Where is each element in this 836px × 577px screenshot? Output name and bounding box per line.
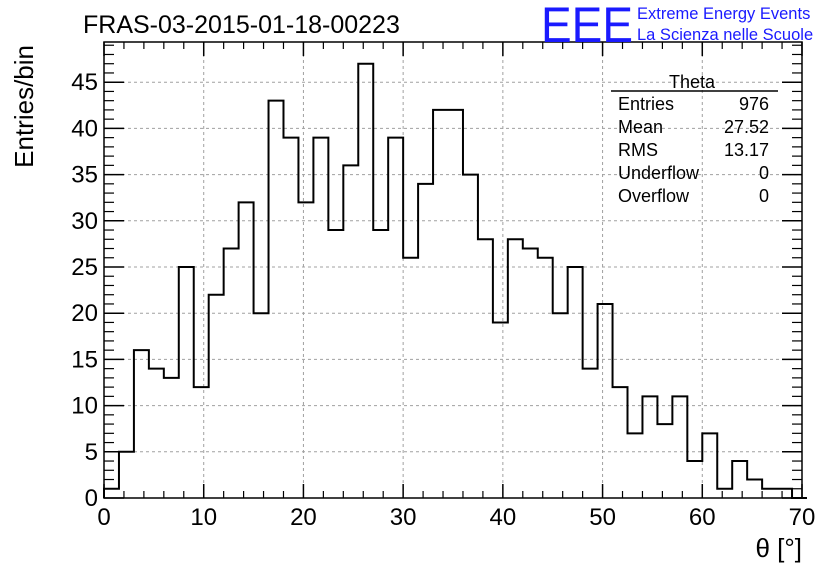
histogram-bin [373, 230, 388, 498]
histogram-bin [149, 369, 164, 498]
histogram-bin [209, 295, 224, 498]
x-tick-label: 40 [490, 504, 517, 531]
histogram-bin [283, 138, 298, 498]
chart-title: FRAS-03-2015-01-18-00223 [83, 11, 400, 39]
histogram-bin [553, 313, 568, 498]
histogram-bin [463, 175, 478, 498]
histogram-bin [583, 369, 598, 498]
y-tick-label: 0 [85, 485, 98, 512]
stats-row-label: Entries [618, 94, 674, 114]
x-tick-label: 30 [390, 504, 417, 531]
histogram-bin [343, 165, 358, 498]
histogram-bin [433, 110, 448, 498]
histogram-bin [762, 489, 777, 498]
stats-rows: Entries 976 Mean 27.52 RMS 13.17 Underflow 0 Ove… [618, 94, 769, 206]
y-tick-label: 40 [71, 115, 98, 142]
stats-row-value: 13.17 [724, 140, 769, 160]
histogram-bin [134, 350, 149, 498]
axis-ticks [103, 42, 803, 499]
x-tick-labels: 0 10 20 30 40 50 60 70 [97, 504, 815, 531]
histogram-bin [628, 433, 643, 498]
eee-logo: EEE Extreme Energy Events La Scienza nel… [541, 0, 813, 53]
histogram-bin [478, 239, 493, 498]
histogram-bin [642, 396, 657, 498]
histogram-bin [657, 424, 672, 498]
histogram-bin [104, 489, 119, 498]
y-tick-labels: 0 5 10 15 20 25 30 35 40 45 [71, 69, 98, 512]
stats-row-label: RMS [618, 140, 658, 160]
y-tick-label: 5 [85, 439, 98, 466]
y-axis-label: Entries/bin [9, 45, 39, 168]
y-tick-label: 45 [71, 69, 98, 96]
y-tick-label: 15 [71, 346, 98, 373]
histogram-bin [777, 489, 792, 498]
histogram-bin [403, 258, 418, 498]
stats-row-value: 27.52 [724, 117, 769, 137]
histogram-bin [672, 396, 687, 498]
plot-frame [103, 41, 803, 499]
stats-row-value: 0 [759, 163, 769, 183]
y-tick-label: 10 [71, 393, 98, 420]
histogram-bin [224, 249, 239, 498]
y-tick-label: 35 [71, 162, 98, 189]
histogram-bin [239, 202, 254, 498]
grid-lines [104, 42, 802, 498]
histogram-outline [103, 62, 807, 499]
histogram-bin [328, 230, 343, 498]
logo-mark: EEE [541, 0, 633, 53]
logo-line-1: Extreme Energy Events [637, 5, 810, 23]
stats-row-value: 0 [759, 186, 769, 206]
histogram-bin [119, 452, 134, 498]
histogram-bin [493, 322, 508, 498]
x-axis-label: θ [°] [755, 533, 802, 563]
histogram-bin [179, 267, 194, 498]
stats-title: Theta [669, 72, 716, 92]
histogram-bin [313, 138, 328, 498]
y-tick-label: 25 [71, 254, 98, 281]
histogram-bin [538, 258, 553, 498]
y-tick-label: 20 [71, 300, 98, 327]
x-tick-label: 10 [190, 504, 217, 531]
histogram-bin [269, 101, 284, 498]
histogram-bin [418, 184, 433, 498]
stats-row-value: 976 [739, 94, 769, 114]
x-tick-label: 0 [97, 504, 110, 531]
histogram-bin [732, 461, 747, 498]
histogram-bin [508, 239, 523, 498]
histogram-bin [448, 110, 463, 498]
stats-row-label: Underflow [618, 163, 700, 183]
y-tick-label: 30 [71, 208, 98, 235]
x-tick-label: 70 [789, 504, 816, 531]
histogram-bin [298, 202, 313, 498]
histogram-bin [598, 304, 613, 498]
x-tick-label: 20 [290, 504, 317, 531]
histogram-bin [702, 433, 717, 498]
histogram-bin [613, 387, 628, 498]
histogram-bin [254, 313, 269, 498]
histogram-bin [568, 267, 583, 498]
x-tick-label: 60 [689, 504, 716, 531]
stats-row-label: Mean [618, 117, 663, 137]
histogram-bin [523, 249, 538, 498]
logo-line-2: La Scienza nelle Scuole [637, 26, 813, 44]
histogram-bin [388, 138, 403, 498]
stats-row-label: Overflow [618, 186, 690, 206]
histogram-bin [717, 489, 732, 498]
x-tick-label: 50 [589, 504, 616, 531]
histogram-bin [687, 461, 702, 498]
histogram-bin [164, 378, 179, 498]
histogram-bin [747, 480, 762, 498]
stats-box: Theta Entries 976 Mean 27.52 RMS 13.17 Underfl… [611, 72, 778, 206]
histogram-bin [194, 387, 209, 498]
histogram-bin [358, 64, 373, 498]
